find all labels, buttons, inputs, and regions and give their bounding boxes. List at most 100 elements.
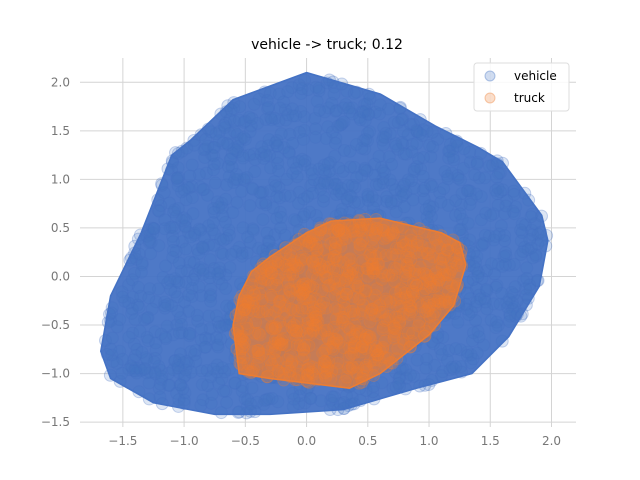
data-point [343,188,357,202]
data-point [163,221,177,235]
data-point [149,295,163,309]
data-point [225,160,239,174]
data-point [303,279,317,293]
data-point [453,207,467,221]
y-tick-label: 1.5 [51,124,70,138]
data-point [391,116,405,130]
data-point [338,375,352,389]
data-point [410,160,424,174]
data-point [247,147,261,161]
data-point [329,250,343,264]
x-tick-label: −1.5 [108,434,137,448]
data-point [520,271,534,285]
data-point [525,223,539,237]
data-point [478,228,492,242]
data-point [203,253,217,267]
data-point [460,348,474,362]
data-point [317,190,331,204]
data-point [118,294,132,308]
data-point [438,268,452,282]
data-point [169,209,183,223]
data-point [268,174,282,188]
data-point [175,185,189,199]
data-point [220,299,234,313]
data-point [113,313,127,327]
data-point [215,277,229,291]
data-point [466,273,480,287]
data-point [245,381,259,395]
data-point [524,241,538,255]
data-point [426,200,440,214]
data-point [130,342,144,356]
data-point [323,155,337,169]
data-point [324,393,338,407]
data-point [449,342,463,356]
data-point [502,292,516,306]
data-point [170,171,184,185]
data-point [317,174,331,188]
data-point [237,303,251,317]
data-point [157,186,171,200]
data-point [204,288,218,302]
data-point [463,197,477,211]
data-point [491,318,505,332]
data-point [177,393,191,407]
data-point [479,206,493,220]
data-point [445,360,459,374]
data-point [153,390,167,404]
data-point [301,83,315,97]
data-point [122,278,136,292]
data-point [259,149,273,163]
data-point [462,308,476,322]
data-point [448,249,462,263]
data-point [419,361,433,375]
data-point [423,138,437,152]
data-point [285,81,299,95]
data-point [213,265,227,279]
data-point [361,126,375,140]
data-point [177,211,191,225]
data-point [322,101,336,115]
data-point [395,362,409,376]
data-point [438,165,452,179]
data-point [151,203,165,217]
data-point [433,186,447,200]
data-point [309,130,323,144]
data-point [328,149,342,163]
data-point [166,363,180,377]
data-point [224,103,238,117]
data-point [376,172,390,186]
data-point [466,352,480,366]
data-point [477,292,491,306]
data-point [472,330,486,344]
data-point [447,153,461,167]
data-point [270,139,284,153]
data-point [134,289,148,303]
data-point [423,298,437,312]
data-point [354,221,368,235]
data-point [194,289,208,303]
data-point [383,127,397,141]
data-point [261,102,275,116]
data-point [177,183,191,197]
data-point [337,143,351,157]
data-point [268,228,282,242]
data-point [154,327,168,341]
data-point [291,304,305,318]
data-point [325,217,339,231]
data-point [197,143,211,157]
data-point [461,275,475,289]
data-point [304,392,318,406]
data-point [186,273,200,287]
data-point [456,161,470,175]
data-point [297,110,311,124]
data-point [244,397,258,411]
data-point [270,151,284,165]
data-point [192,280,206,294]
data-point [194,322,208,336]
data-point [466,326,480,340]
data-point [329,104,343,118]
data-point [254,147,268,161]
data-point [281,85,295,99]
data-point [314,394,328,408]
